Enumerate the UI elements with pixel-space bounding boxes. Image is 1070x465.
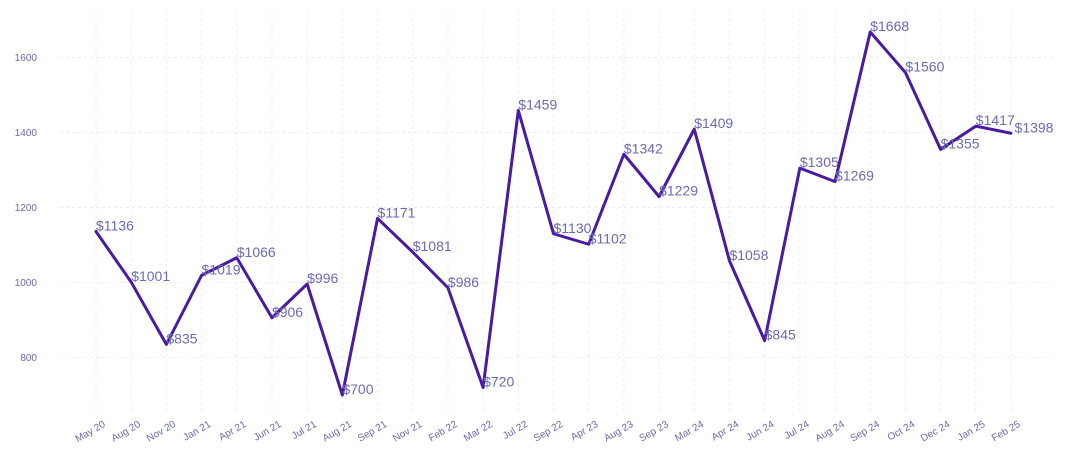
data-label: $700	[342, 381, 373, 397]
x-tick-label: Sep 24	[849, 419, 882, 445]
y-tick-label: 800	[20, 353, 37, 364]
x-tick-label: Jul 24	[783, 419, 812, 442]
data-labels: $1136 $1001 $835 $1019$1066 $906 $996 $700 $117…	[96, 18, 1054, 397]
x-tick-label: Dec 24	[919, 419, 952, 445]
data-label: $1417	[976, 112, 1015, 128]
data-label: $1130	[554, 220, 592, 236]
data-label: $1398	[1015, 119, 1054, 135]
x-tick-label: Jun 24	[745, 419, 777, 444]
x-tick-label: Aug 23	[602, 419, 635, 445]
data-label: $1058	[729, 247, 768, 263]
x-axis: May 20 Aug 20 Nov 20 Jan 21 Apr 21 Jun 21 Jul …	[74, 419, 1023, 445]
data-label: $1355	[941, 135, 980, 151]
x-tick-label: Sep 22	[532, 419, 565, 445]
x-tick-label: Apr 21	[217, 419, 248, 443]
data-label: $835	[166, 330, 197, 346]
data-label: $906	[272, 304, 303, 320]
data-label: $1459	[518, 96, 557, 112]
data-label: $986	[448, 274, 479, 290]
x-tick-label: Sep 21	[356, 419, 389, 445]
data-label: $1136	[96, 218, 134, 234]
x-tick-label: Sep 23	[638, 419, 671, 445]
data-label: $1171	[378, 204, 416, 220]
data-label: $1229	[659, 183, 698, 199]
data-label: $1102	[589, 230, 627, 246]
series-line	[94, 30, 1013, 397]
x-tick-label: Apr 24	[710, 419, 741, 443]
data-label: $1081	[413, 238, 452, 254]
y-tick-label: 1200	[15, 203, 38, 214]
data-label: $996	[307, 270, 338, 286]
x-tick-label: Mar 22	[462, 419, 495, 444]
x-tick-label: Apr 23	[569, 419, 600, 443]
y-axis: 800 1000 1200 1400 1600	[15, 53, 38, 364]
data-label: $1269	[835, 168, 874, 184]
data-label: $1342	[624, 140, 663, 156]
x-tick-label: Jun 21	[252, 419, 284, 444]
x-tick-label: Jul 22	[501, 419, 530, 442]
x-tick-label: Feb 22	[427, 419, 460, 444]
x-tick-label: Aug 20	[110, 419, 143, 445]
chart-grid	[60, 12, 1056, 412]
data-label: $1409	[694, 115, 733, 131]
data-label: $1305	[800, 154, 839, 170]
data-label: $1560	[905, 59, 944, 75]
data-label: $845	[765, 327, 796, 343]
x-tick-label: Oct 24	[886, 419, 917, 443]
x-tick-label: Feb 25	[990, 419, 1023, 444]
x-tick-label: Jan 25	[956, 419, 988, 444]
x-tick-label: Jan 21	[182, 419, 214, 444]
data-label: $1668	[870, 18, 909, 34]
data-label: $1001	[131, 268, 170, 284]
x-tick-label: Jul 21	[290, 419, 319, 442]
x-tick-label: May 20	[74, 419, 108, 445]
data-label: $1019	[202, 261, 241, 277]
y-tick-label: 1600	[15, 53, 38, 64]
data-label: $720	[483, 374, 514, 390]
y-tick-label: 1000	[15, 278, 38, 289]
x-tick-label: Aug 24	[814, 419, 847, 445]
data-label: $1066	[237, 244, 276, 260]
y-tick-label: 1400	[15, 128, 38, 139]
x-tick-label: Nov 20	[145, 419, 178, 445]
x-tick-label: Mar 24	[673, 419, 706, 444]
x-tick-label: Nov 21	[391, 419, 424, 445]
x-tick-label: Aug 21	[321, 419, 354, 445]
